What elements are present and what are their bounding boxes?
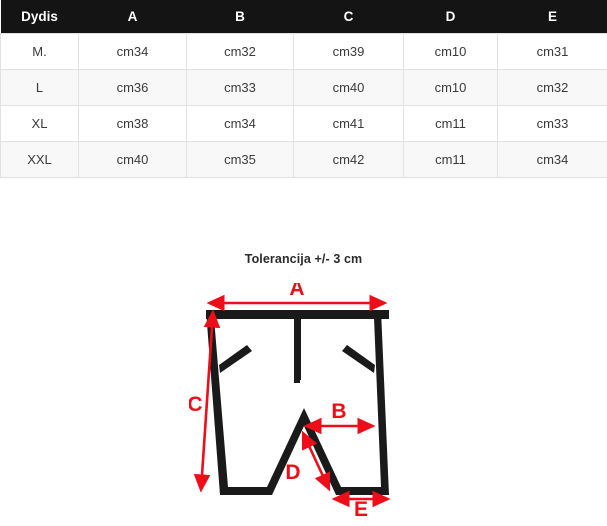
- cell-d: cm11: [403, 105, 498, 142]
- cell-size: L: [0, 69, 79, 106]
- measurement-c: C: [189, 309, 220, 493]
- column-header-c: C: [293, 0, 404, 34]
- size-chart-header: Dydis A B C D E: [0, 0, 607, 34]
- table-row: XL cm38 cm34 cm41 cm11 cm33: [0, 105, 607, 142]
- cell-b: cm32: [186, 33, 294, 70]
- cell-b: cm35: [186, 141, 294, 178]
- table-header-row: Dydis A B C D E: [0, 0, 607, 34]
- cell-size: XL: [0, 105, 79, 142]
- column-header-e: E: [497, 0, 607, 34]
- measurement-a: A: [205, 283, 388, 312]
- measurement-b: B: [302, 400, 376, 435]
- measurement-e: E: [330, 490, 391, 518]
- cell-b: cm34: [186, 105, 294, 142]
- cell-d: cm10: [403, 69, 498, 106]
- cell-b: cm33: [186, 69, 294, 106]
- size-chart-body: M. cm34 cm32 cm39 cm10 cm31 L cm36 cm33 …: [0, 33, 607, 178]
- cell-e: cm33: [497, 105, 607, 142]
- measurement-d: D: [285, 430, 330, 492]
- measurement-label-a: A: [289, 283, 304, 300]
- measurement-label-b: B: [331, 400, 346, 423]
- cell-size: M.: [0, 33, 79, 70]
- cell-c: cm39: [293, 33, 404, 70]
- cell-a: cm36: [78, 69, 187, 106]
- column-header-a: A: [78, 0, 187, 34]
- shorts-measurement-diagram: A C B D E: [189, 283, 391, 518]
- measurement-label-d: D: [285, 461, 300, 484]
- cell-e: cm32: [497, 69, 607, 106]
- cell-a: cm38: [78, 105, 187, 142]
- tolerance-note: Tolerancija +/- 3 cm: [244, 252, 363, 266]
- cell-a: cm40: [78, 141, 187, 178]
- table-row: L cm36 cm33 cm40 cm10 cm32: [0, 69, 607, 106]
- cell-c: cm41: [293, 105, 404, 142]
- column-header-b: B: [186, 0, 294, 34]
- cell-a: cm34: [78, 33, 187, 70]
- table-row: XXL cm40 cm35 cm42 cm11 cm34: [0, 141, 607, 178]
- measurement-label-e: E: [353, 498, 367, 518]
- cell-d: cm11: [403, 141, 498, 178]
- measurement-label-c: C: [189, 393, 203, 416]
- size-chart-table: Dydis A B C D E M. cm34 cm32 cm39 cm10 c…: [0, 0, 607, 178]
- cell-c: cm40: [293, 69, 404, 106]
- table-row: M. cm34 cm32 cm39 cm10 cm31: [0, 33, 607, 70]
- cell-c: cm42: [293, 141, 404, 178]
- cell-size: XXL: [0, 141, 79, 178]
- shorts-outline-icon: [205, 310, 389, 495]
- cell-e: cm34: [497, 141, 607, 178]
- cell-d: cm10: [403, 33, 498, 70]
- cell-e: cm31: [497, 33, 607, 70]
- shorts-diagram-container: A C B D E: [0, 283, 607, 518]
- column-header-d: D: [403, 0, 498, 34]
- column-header-size: Dydis: [0, 0, 79, 34]
